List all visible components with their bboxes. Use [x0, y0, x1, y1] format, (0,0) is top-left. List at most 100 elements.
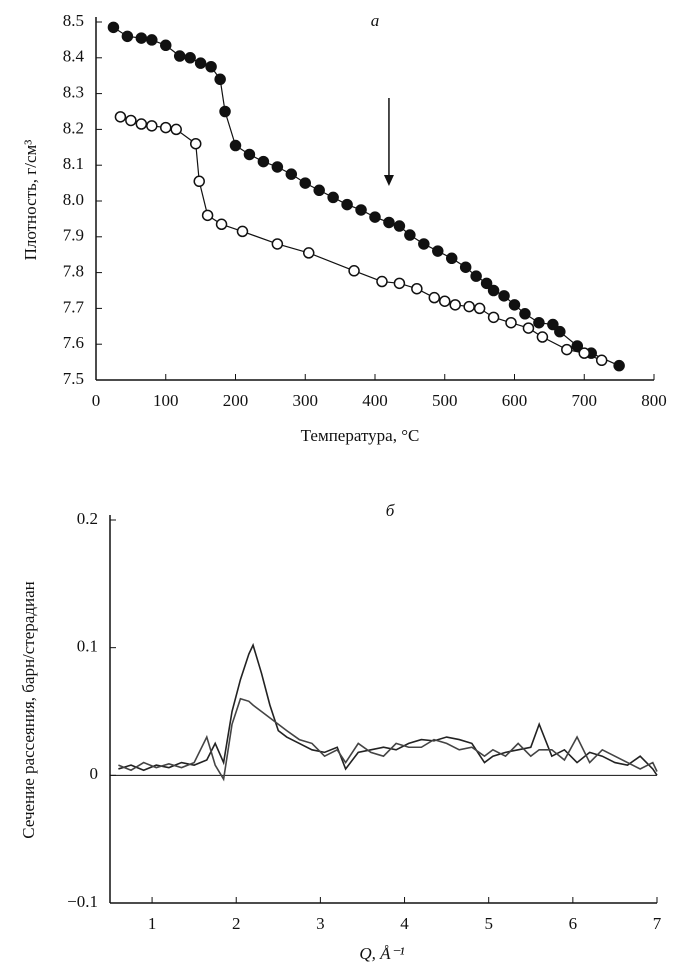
data-point: [285, 168, 298, 180]
data-point: [299, 177, 311, 189]
data-point: [508, 299, 521, 311]
data-point: [487, 311, 500, 324]
y-tick-label: 8.2: [63, 118, 84, 137]
data-point: [271, 238, 284, 250]
x-tick-label: 2: [232, 914, 241, 933]
data-point: [219, 105, 231, 118]
x-tick-label: 800: [641, 391, 667, 410]
y-tick-label: 7.7: [63, 297, 85, 316]
data-point: [449, 299, 461, 311]
data-point: [459, 261, 472, 273]
data-point: [146, 34, 158, 46]
data-point: [121, 30, 134, 43]
data-point: [135, 32, 148, 44]
data-point: [480, 277, 493, 290]
data-point: [271, 161, 284, 173]
data-point: [613, 359, 625, 372]
y-tick-label: 8.5: [63, 11, 84, 30]
y-tick-label: 0.1: [77, 637, 98, 656]
x-tick-label: 3: [316, 914, 325, 933]
data-point: [393, 220, 406, 232]
y-tick-label: 8.3: [63, 83, 84, 102]
x-tick-label: 7: [653, 914, 662, 933]
data-point: [376, 275, 388, 288]
data-point: [571, 340, 584, 352]
data-point: [194, 57, 207, 69]
data-point: [236, 225, 249, 238]
data-point: [595, 354, 608, 367]
x-axis-title: Q, Å⁻¹: [359, 944, 404, 963]
y-axis-title: Сечение рассеяния, барн/стерадиан: [19, 581, 38, 838]
data-point: [533, 316, 545, 329]
y-tick-label: 8.4: [63, 47, 85, 66]
data-point: [445, 252, 458, 265]
data-point: [302, 247, 315, 259]
data-point: [432, 245, 444, 257]
data-point: [114, 111, 127, 123]
x-tick-label: 400: [362, 391, 388, 410]
data-point: [205, 61, 217, 73]
y-tick-label: 7.9: [63, 226, 84, 245]
data-point: [313, 184, 325, 197]
data-point: [327, 191, 339, 204]
data-point: [189, 137, 202, 150]
y-axis-title: Плотность, г/см³: [21, 140, 40, 261]
data-point: [214, 73, 226, 86]
data-point: [229, 139, 242, 152]
data-point: [473, 302, 486, 315]
data-point: [487, 284, 500, 297]
data-point: [201, 209, 214, 222]
data-point: [135, 118, 148, 130]
x-tick-label: 500: [432, 391, 458, 410]
data-point: [243, 148, 256, 161]
data-point: [355, 204, 367, 216]
x-tick-label: 6: [569, 914, 578, 933]
data-point: [393, 277, 406, 290]
panel-label: б: [386, 501, 395, 520]
x-axis-title: Температура, °С: [301, 426, 420, 445]
data-point: [439, 295, 451, 307]
x-tick-label: 600: [502, 391, 528, 410]
data-point: [160, 39, 172, 52]
data-point: [578, 347, 590, 359]
data-point: [107, 21, 120, 34]
data-point: [554, 325, 566, 338]
data-point: [383, 216, 395, 229]
x-tick-label: 5: [484, 914, 493, 933]
y-tick-label: −0.1: [67, 892, 98, 911]
data-point: [404, 229, 416, 241]
x-tick-label: 300: [293, 391, 319, 410]
x-tick-label: 1: [148, 914, 157, 933]
data-point: [146, 120, 158, 132]
data-point: [160, 121, 172, 134]
data-point: [170, 123, 182, 136]
arrow-head: [383, 175, 394, 186]
data-point: [470, 270, 482, 282]
data-point: [411, 282, 423, 295]
data-point: [184, 52, 196, 64]
x-tick-label: 100: [153, 391, 179, 410]
x-tick-label: 700: [572, 391, 598, 410]
y-tick-label: 7.5: [63, 369, 84, 388]
x-tick-label: 0: [92, 391, 101, 410]
x-tick-label: 200: [223, 391, 249, 410]
y-tick-label: 7.8: [63, 262, 84, 281]
y-tick-label: 7.6: [63, 333, 84, 352]
data-point: [193, 175, 205, 188]
data-point: [522, 322, 535, 334]
data-point: [519, 308, 531, 320]
data-point: [561, 343, 573, 356]
data-point: [125, 114, 137, 127]
data-point: [498, 290, 510, 302]
series-line: [118, 697, 658, 782]
data-point: [348, 265, 360, 277]
data-point: [505, 316, 517, 329]
y-tick-label: 0.2: [77, 509, 98, 528]
data-point: [173, 50, 186, 62]
series-line: [113, 26, 620, 367]
data-point: [257, 155, 270, 168]
series-line: [118, 642, 658, 776]
data-point: [547, 318, 559, 331]
